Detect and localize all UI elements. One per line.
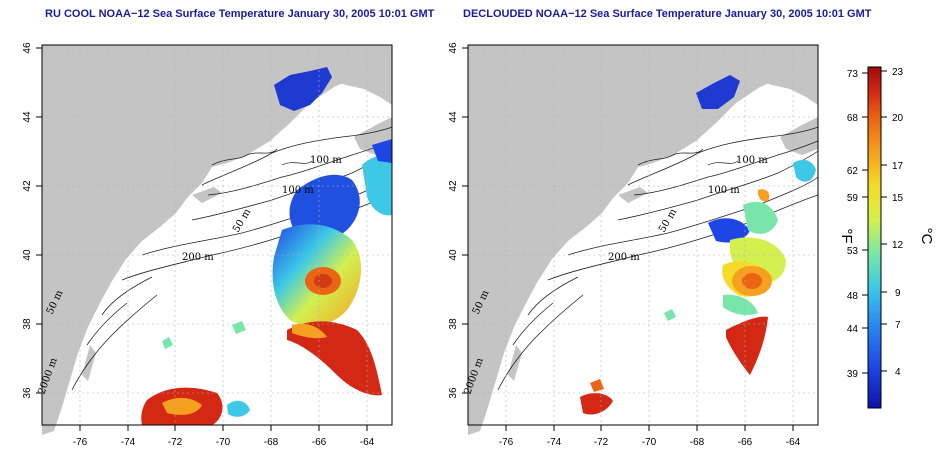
- y-axis-left: 36 38 40 42 44 46: [22, 42, 42, 399]
- x-tick-label: -64: [360, 437, 375, 448]
- y-tick-label: 40: [448, 249, 459, 261]
- y-tick-label: 36: [22, 387, 33, 399]
- x-tick-label: -66: [312, 437, 327, 448]
- celsius-tick-label: 9: [895, 288, 901, 299]
- contour-label-100m: 100 m: [736, 155, 768, 166]
- right-panel-title: DECLOUDED NOAA−12 Sea Surface Temperatur…: [463, 8, 872, 20]
- celsius-tick-label: 23: [892, 67, 904, 78]
- x-tick-label: -70: [642, 437, 657, 448]
- y-tick-label: 44: [448, 111, 459, 123]
- x-axis-right: -76 -74 -72 -70 -68 -66 -64: [499, 425, 801, 448]
- map-frame-left: [41, 44, 393, 426]
- sst-data-left: [141, 67, 392, 425]
- y-tick-label: 42: [448, 180, 459, 192]
- left-map-panel: 100 m 100 m 50 m 200 m 50 m 2000 m -76 -…: [22, 42, 393, 448]
- grid-lines-left: [42, 45, 392, 425]
- x-tick-label: -74: [547, 437, 562, 448]
- contour-label-100m: 100 m: [708, 185, 740, 196]
- right-map-panel: 100 m 100 m 50 m 200 m 50 m 2000 m -76 -…: [448, 42, 819, 448]
- fahrenheit-tick-label: 68: [847, 113, 859, 124]
- y-tick-label: 38: [448, 318, 459, 330]
- y-axis-right: 36 38 40 42 44 46: [448, 42, 468, 399]
- contour-label-200m: 200 m: [182, 252, 214, 263]
- x-tick-label: -76: [73, 437, 88, 448]
- celsius-tick-label: 7: [895, 320, 901, 331]
- fahrenheit-scale: 73 68 62 59 53 48 44 39 °F: [838, 69, 868, 380]
- celsius-tick-label: 17: [892, 161, 904, 172]
- celsius-tick-label: 20: [892, 113, 904, 124]
- fahrenheit-unit-label: °F: [838, 228, 855, 243]
- y-tick-label: 36: [448, 387, 459, 399]
- fahrenheit-tick-label: 39: [847, 369, 859, 380]
- fahrenheit-tick-label: 73: [847, 69, 859, 80]
- x-tick-label: -68: [264, 437, 279, 448]
- left-panel-title: RU COOL NOAA−12 Sea Surface Temperature …: [45, 8, 435, 20]
- y-tick-label: 40: [22, 249, 33, 261]
- x-tick-label: -70: [216, 437, 231, 448]
- celsius-tick-label: 12: [892, 240, 904, 251]
- colorbar-gradient-bar: [867, 66, 882, 409]
- y-tick-label: 44: [22, 111, 33, 123]
- x-tick-label: -72: [594, 437, 609, 448]
- x-tick-label: -68: [690, 437, 705, 448]
- y-tick-label: 38: [22, 318, 33, 330]
- y-tick-label: 46: [448, 42, 459, 54]
- x-tick-label: -72: [168, 437, 183, 448]
- celsius-tick-label: 4: [895, 367, 901, 378]
- map-frame-right: [467, 44, 819, 426]
- x-tick-label: -66: [738, 437, 753, 448]
- contour-label-200m: 200 m: [608, 252, 640, 263]
- x-tick-label: -74: [121, 437, 136, 448]
- sst-data-right: [580, 75, 816, 415]
- x-tick-label: -64: [786, 437, 801, 448]
- x-tick-label: -76: [499, 437, 514, 448]
- y-tick-label: 46: [22, 42, 33, 54]
- celsius-unit-label: °C: [918, 228, 935, 245]
- fahrenheit-tick-label: 62: [847, 166, 859, 177]
- y-tick-label: 42: [22, 180, 33, 192]
- celsius-tick-label: 15: [892, 193, 904, 204]
- fahrenheit-tick-label: 53: [847, 246, 859, 257]
- x-axis-left: -76 -74 -72 -70 -68 -66 -64: [73, 425, 375, 448]
- celsius-scale: 23 20 17 15 12 9 7 4 °C: [881, 67, 935, 378]
- temperature-colorbar: 73 68 62 59 53 48 44 39 °F 23 20 17: [838, 66, 935, 409]
- fahrenheit-tick-label: 44: [847, 324, 859, 335]
- grid-lines-right: [468, 45, 818, 425]
- contour-label-100m: 100 m: [282, 185, 314, 196]
- fahrenheit-tick-label: 48: [847, 291, 859, 302]
- contour-label-100m: 100 m: [310, 155, 342, 166]
- fahrenheit-tick-label: 59: [847, 193, 859, 204]
